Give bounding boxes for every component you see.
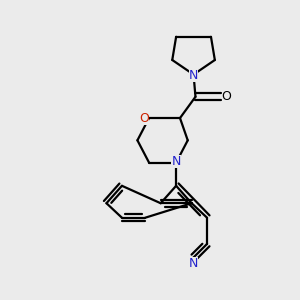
Text: N: N (189, 69, 198, 82)
Text: O: O (221, 90, 231, 103)
Text: N: N (171, 155, 181, 168)
Text: N: N (189, 257, 198, 270)
Text: O: O (139, 112, 149, 124)
